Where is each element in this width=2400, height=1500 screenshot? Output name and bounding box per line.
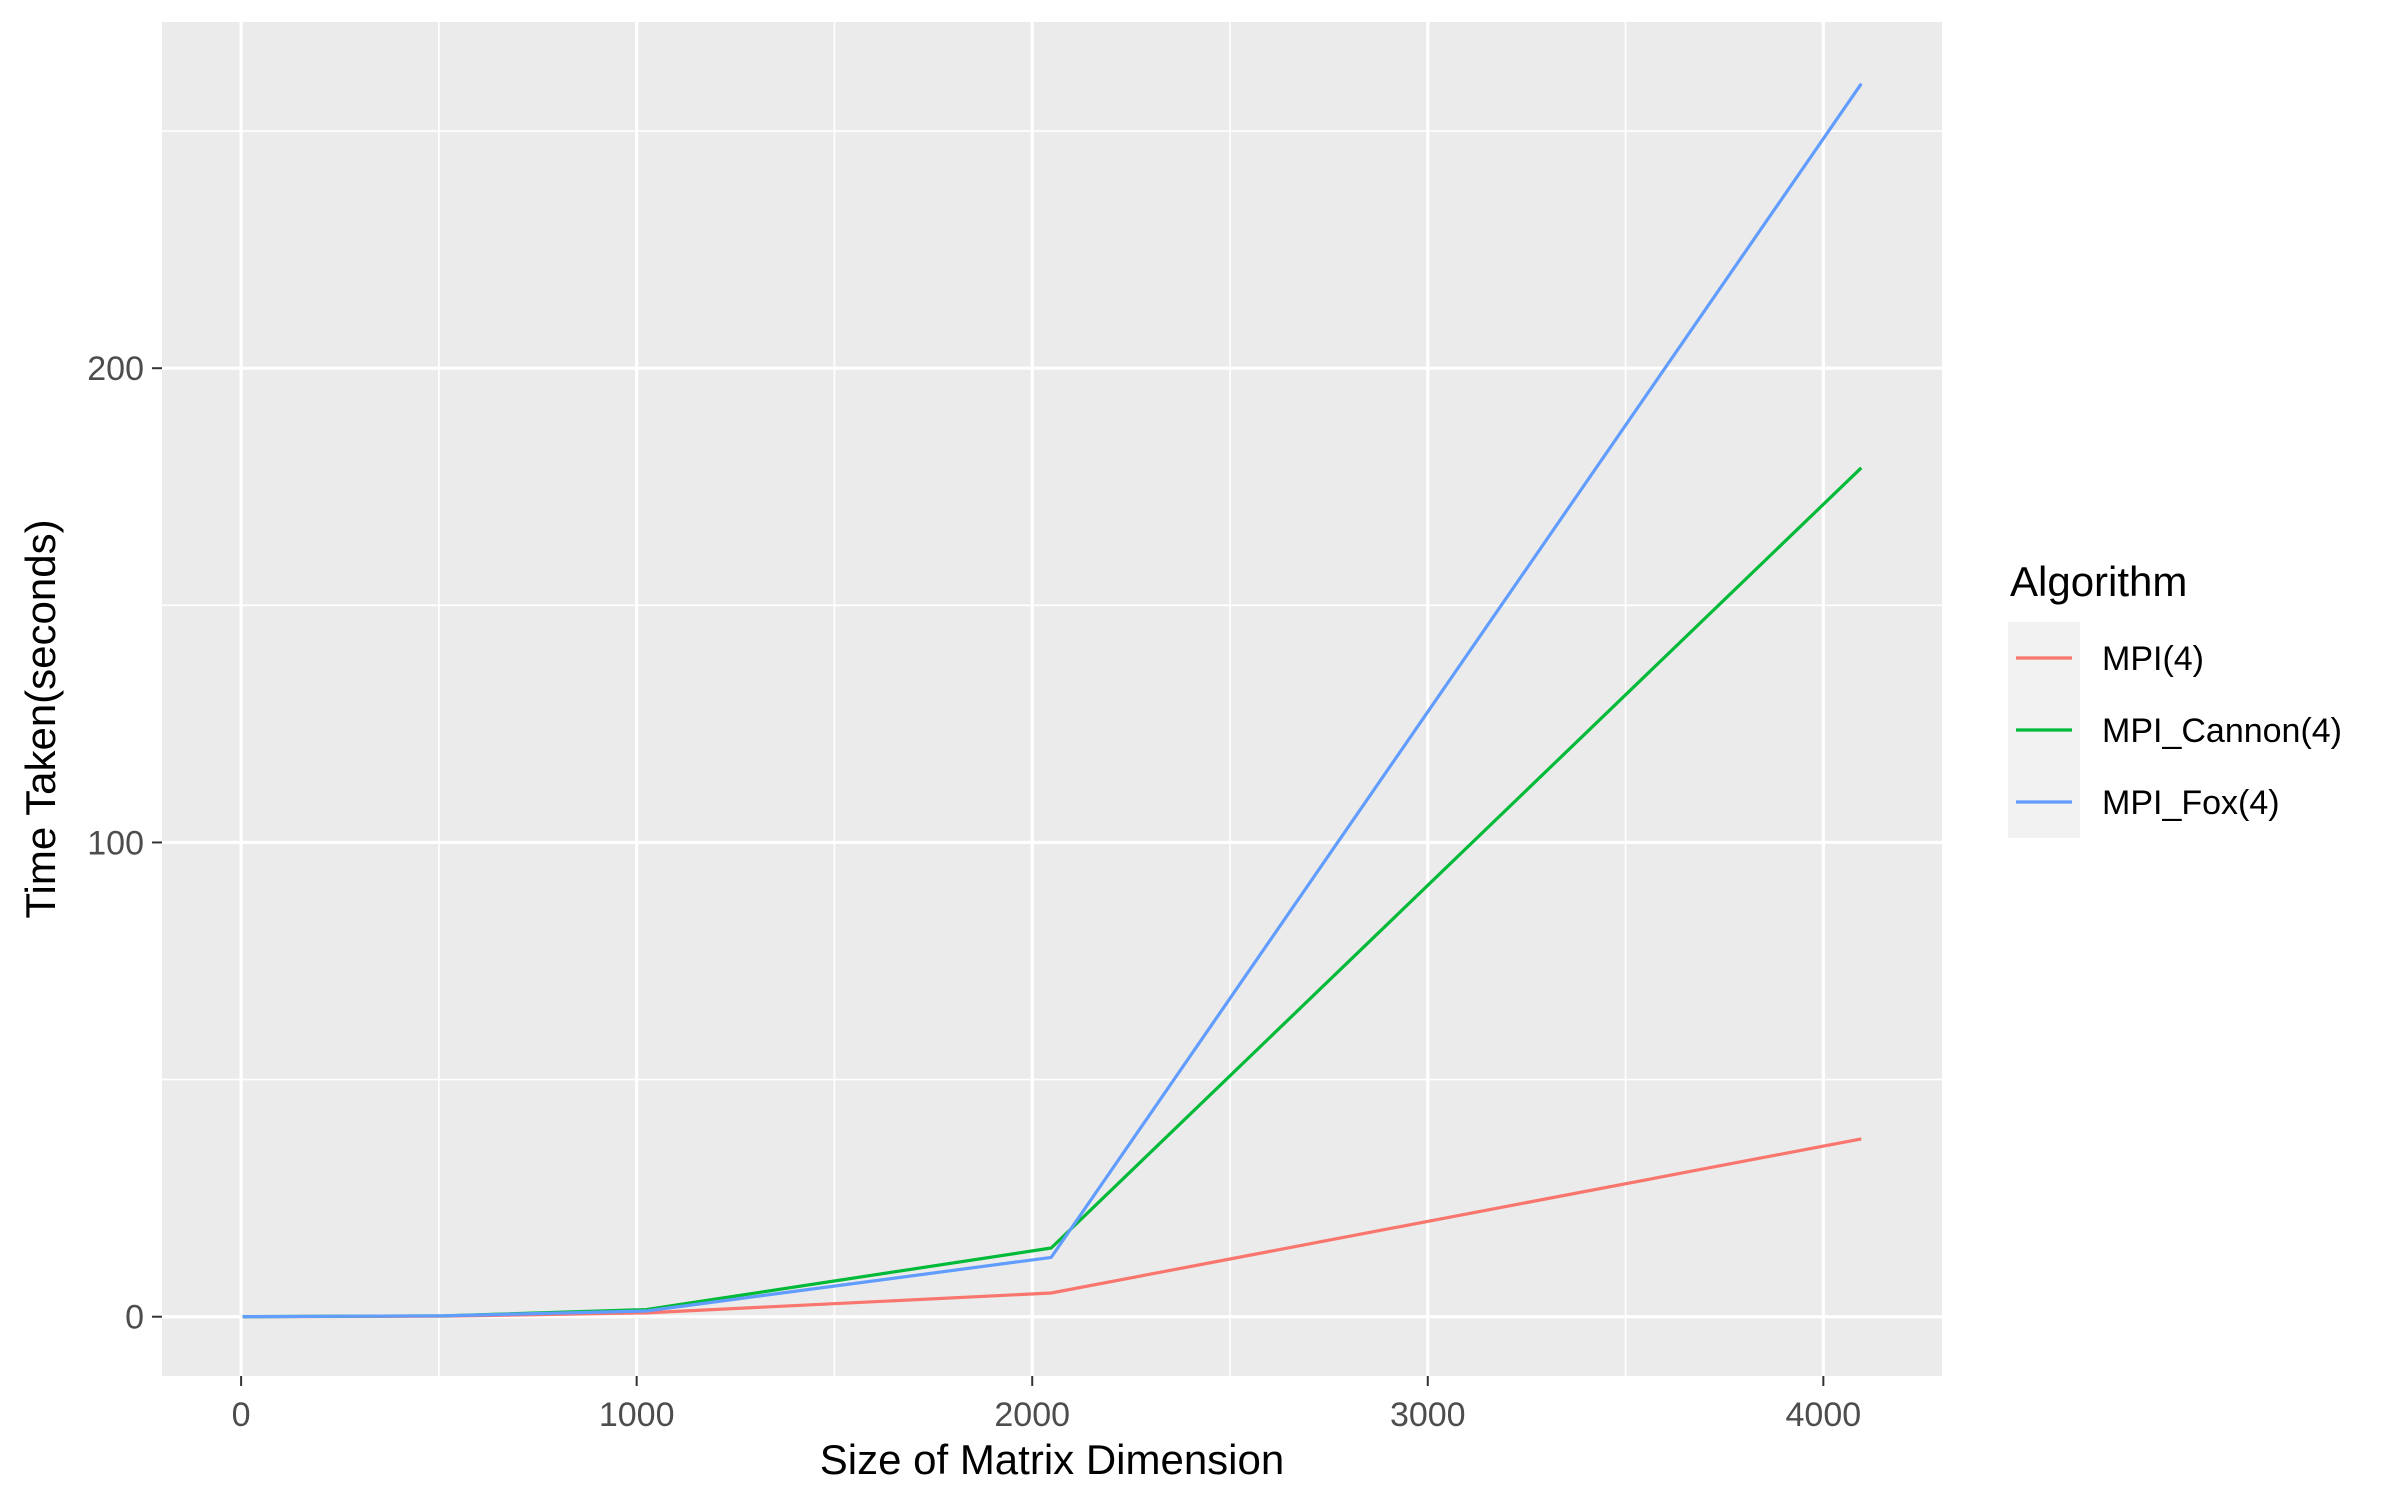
legend: Algorithm MPI(4) MPI_Cannon(4) MPI_Fox(4) bbox=[2008, 558, 2342, 838]
major-grid-lines bbox=[162, 22, 1942, 1376]
y-tick-label: 100 bbox=[87, 824, 144, 862]
series-line bbox=[242, 82, 1863, 1319]
x-tick-label: 2000 bbox=[994, 1396, 1070, 1434]
legend-item: MPI_Cannon(4) bbox=[2016, 712, 2342, 750]
y-tick-label: 200 bbox=[87, 350, 144, 388]
x-axis: 0 1000 2000 3000 4000 bbox=[232, 1376, 1862, 1434]
series-lines bbox=[242, 82, 1863, 1319]
x-tick-label: 1000 bbox=[599, 1396, 675, 1434]
x-axis-title: Size of Matrix Dimension bbox=[820, 1436, 1284, 1483]
y-axis: 0 100 200 bbox=[87, 350, 162, 1337]
legend-items: MPI(4) MPI_Cannon(4) MPI_Fox(4) bbox=[2016, 640, 2342, 822]
legend-item: MPI_Fox(4) bbox=[2016, 784, 2280, 822]
legend-label: MPI_Fox(4) bbox=[2102, 784, 2280, 822]
legend-label: MPI_Cannon(4) bbox=[2102, 712, 2342, 750]
legend-label: MPI(4) bbox=[2102, 640, 2204, 678]
legend-item: MPI(4) bbox=[2016, 640, 2204, 678]
x-tick-label: 0 bbox=[232, 1396, 251, 1434]
x-tick-label: 4000 bbox=[1786, 1396, 1862, 1434]
legend-title: Algorithm bbox=[2010, 558, 2187, 605]
x-tick-label: 3000 bbox=[1390, 1396, 1466, 1434]
minor-grid-lines bbox=[162, 22, 1942, 1376]
y-axis-title: Time Taken(seconds) bbox=[17, 519, 64, 918]
y-tick-label: 0 bbox=[125, 1299, 144, 1337]
plot-panel bbox=[162, 22, 1942, 1376]
